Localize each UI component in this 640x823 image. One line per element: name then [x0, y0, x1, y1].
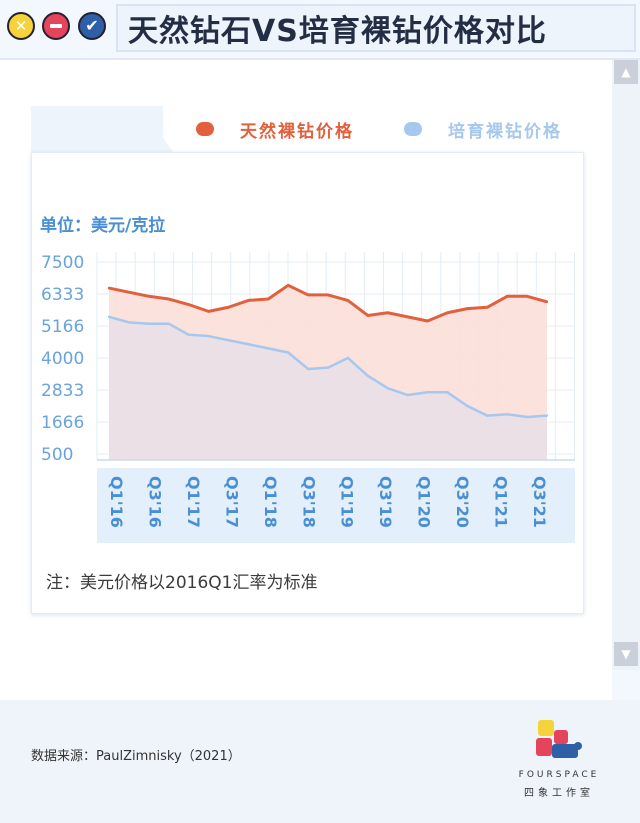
- data-point-natural: [227, 306, 230, 309]
- data-point-lab: [446, 391, 449, 394]
- y-tick-label: 1666: [41, 413, 84, 433]
- y-tick-label: 500: [41, 445, 73, 465]
- legend-item-lab: 培育裸钻价格: [404, 116, 562, 142]
- x-tick-label: Q3'17: [222, 476, 241, 528]
- x-tick-label: Q1'19: [338, 476, 357, 528]
- data-point-natural: [505, 295, 509, 298]
- data-point-natural: [247, 299, 250, 302]
- fourspace-logo: [536, 720, 582, 758]
- data-point-lab: [486, 414, 489, 417]
- unit-label: 单位：美元/克拉: [40, 216, 166, 236]
- y-tick-label: 6333: [41, 285, 84, 305]
- scrollbar[interactable]: ▲ ▼: [612, 60, 640, 670]
- data-point-natural: [147, 295, 151, 298]
- data-point-natural: [326, 293, 330, 297]
- data-point-lab: [525, 415, 529, 419]
- x-tick-label: Q1'20: [415, 476, 434, 528]
- data-point-lab: [107, 315, 111, 319]
- x-tick-label: Q1'21: [492, 476, 511, 528]
- y-tick-label: 4000: [41, 349, 84, 369]
- data-point-lab: [267, 347, 270, 350]
- data-point-natural: [466, 307, 469, 310]
- data-point-natural: [366, 314, 370, 317]
- data-point-lab: [466, 404, 469, 408]
- x-tick-label: Q1'18: [261, 476, 280, 528]
- scroll-down-icon[interactable]: ▼: [614, 642, 638, 666]
- y-tick-label: 5166: [41, 317, 84, 337]
- data-point-lab: [247, 343, 250, 346]
- data-point-lab: [187, 333, 190, 336]
- x-tick-label: Q3'20: [453, 476, 472, 528]
- scroll-up-icon[interactable]: ▲: [614, 60, 638, 84]
- x-tick-label: Q1'16: [107, 476, 126, 528]
- y-tick-label: 7500: [41, 253, 84, 273]
- brand-name: FOURSPACE: [518, 770, 600, 780]
- x-tick-label: Q3'21: [530, 476, 549, 528]
- x-tick-label: Q1'17: [184, 476, 203, 528]
- data-point-natural: [545, 300, 549, 303]
- minimize-icon[interactable]: [42, 12, 70, 40]
- data-point-natural: [187, 303, 190, 306]
- legend-item-natural: 天然裸钻价格: [196, 116, 354, 142]
- title-bar: ✕ ✔ 天然钻石VS培育裸钻价格对比: [0, 0, 640, 58]
- data-point-natural: [486, 306, 489, 309]
- x-axis-band: [97, 468, 575, 543]
- y-tick-label: 2833: [41, 381, 84, 401]
- title-box: 天然钻石VS培育裸钻价格对比: [116, 4, 636, 52]
- data-point-natural: [107, 286, 111, 290]
- area-fill-lab: [109, 316, 547, 460]
- data-point-lab: [306, 367, 310, 371]
- data-point-lab: [147, 322, 151, 325]
- data-point-lab: [127, 321, 131, 324]
- data-point-natural: [446, 311, 449, 314]
- data-point-lab: [227, 338, 230, 342]
- data-point-lab: [366, 374, 370, 378]
- data-point-lab: [426, 391, 429, 394]
- data-point-lab: [167, 322, 170, 325]
- data-point-natural: [406, 315, 409, 319]
- data-point-natural: [426, 319, 429, 323]
- data-point-lab: [406, 393, 409, 397]
- footer: [0, 700, 640, 823]
- data-point-lab: [386, 386, 389, 390]
- data-point-lab: [207, 334, 210, 338]
- legend-label-natural: 天然裸钻价格: [240, 121, 354, 142]
- data-point-natural: [167, 297, 170, 301]
- data-point-natural: [286, 284, 290, 287]
- legend-label-lab: 培育裸钻价格: [448, 121, 562, 142]
- data-point-lab: [286, 351, 290, 354]
- data-point-lab: [545, 414, 549, 417]
- check-icon[interactable]: ✔: [78, 12, 106, 40]
- data-point-natural: [267, 297, 270, 301]
- data-point-natural: [525, 295, 529, 298]
- x-tick-label: Q3'16: [145, 476, 164, 528]
- legend-swatch-natural: [196, 122, 214, 136]
- data-point-lab: [346, 356, 350, 360]
- x-tick-label: Q3'18: [299, 476, 318, 528]
- x-tick-label: Q3'19: [376, 476, 395, 528]
- title-divider: [0, 58, 640, 60]
- data-point-natural: [306, 293, 310, 297]
- data-point-lab: [505, 413, 509, 416]
- data-point-natural: [207, 310, 210, 313]
- data-point-natural: [346, 299, 350, 302]
- legend-swatch-lab: [404, 122, 422, 136]
- data-point-natural: [386, 311, 389, 314]
- brand-subtitle: 四象工作室: [524, 788, 594, 799]
- data-point-natural: [127, 290, 131, 294]
- source-text: 数据来源：PaulZimnisky（2021）: [31, 749, 241, 764]
- page-title: 天然钻石VS培育裸钻价格对比: [128, 14, 547, 49]
- data-point-lab: [326, 366, 330, 369]
- close-icon[interactable]: ✕: [7, 12, 35, 40]
- chart-note: 注：美元价格以2016Q1汇率为标准: [46, 573, 318, 593]
